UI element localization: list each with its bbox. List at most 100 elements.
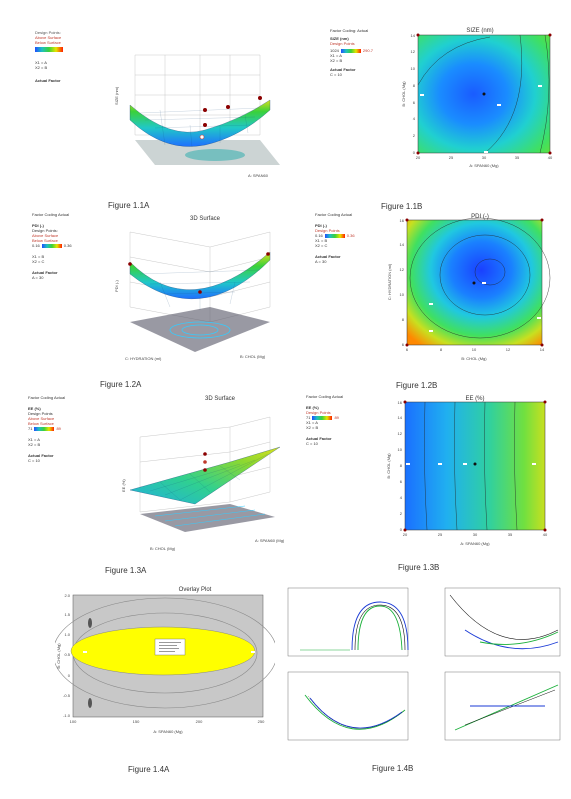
fig13b-ytick: 4 [400,495,403,500]
fig11b-xtick: 25 [449,155,454,160]
fig13b-xtick: 30 [473,532,478,537]
fig14a-ytick: 1.0 [64,632,70,637]
fig13b-color-bar [312,415,333,420]
fig14b-panel-1 [287,587,409,657]
fig14a-title: Overlay Plot [179,587,212,593]
fig11b-xtick: 35 [515,155,520,160]
fig13b-xtick: 40 [543,532,548,537]
fig12b-xlabel: B: CHOL (Mg) [461,356,487,361]
fig14a-ytick: 2.0 [64,593,70,598]
fig11a-ylabel: SIZE (nm) [114,86,119,105]
fig13a-response: EE (%) [28,406,41,411]
fig12b-yticks: 6 8 10 12 14 16 [400,218,405,347]
caption-fig14a: Figure 1.4A [128,765,170,774]
fig11b-factor-value: C = 10 [330,72,342,77]
fig13a-range-hi: 89 [56,426,61,431]
fig14a-ytick: 0.5 [64,652,70,657]
fig12a-factor-value: A = 30 [32,275,44,280]
fig11b-range-hi: 290.7 [362,48,373,53]
fig13a-range-lo: 71 [28,426,33,431]
caption-fig11a: Figure 1.1A [108,201,150,210]
fig12b-ytick: 16 [400,218,405,223]
fig11b-ylabel: B: CHOL (Mg) [401,81,406,107]
fig12a-response: PDI (-) [32,223,44,228]
fig12a-ylabel: B: CHOL (Mg) [240,354,266,359]
fig12b-color-bar [324,233,345,238]
fig11b-ytick: 8 [413,83,416,88]
fig11b-x2: X2 = B [330,58,343,63]
fig11b-ytick: 2 [413,133,416,138]
caption-fig13b: Figure 1.3B [398,563,440,572]
fig11b-xtick: 20 [416,155,421,160]
fig11a-legend: Design Points: Above Surface Below Surfa… [35,30,95,83]
fig13a-ylabel: A: SPAN60 (Mg) [255,538,285,543]
fig11a-above-surface: Above Surface [35,35,62,40]
fig12b-range-hi: 0.36 [346,233,355,238]
fig13a-title: 3D Surface [205,396,236,402]
fig13b-ytick: 10 [398,447,403,452]
caption-fig12b: Figure 1.2B [396,381,438,390]
caption-fig12a: Figure 1.2A [100,380,142,389]
fig13b-yticks: 0 2 4 6 8 10 12 14 16 [398,400,403,532]
fig11a-design-points: Design Points: [35,30,61,35]
fig13a-x1: X1 = A [28,437,40,442]
fig12a-design-points: Design Points: [32,228,58,233]
fig13a-factor-value: C = 10 [28,458,40,463]
fig12b-xtick: 10 [472,347,477,352]
fig11b-title: SIZE (nm) [466,28,493,34]
fig12b-design-points: Design Points [315,228,340,233]
fig13b-range-lo: 71 [306,415,311,420]
fig13b-ytick: 12 [398,431,403,436]
fig14a-overlay-plot: Overlay Plot 100 150 200 250 -1.0 -0.5 0… [55,587,275,734]
fig14a-ytick: 0 [68,673,71,678]
fig13b-xtick: 25 [438,532,443,537]
fig11b-ytick: 10 [411,66,416,71]
fig12a-title: 3D Surface [190,216,221,222]
fig14a-xtick: 200 [196,719,203,724]
fig11a-3d-surface-plot: SIZE (nm) A: SPAN60 [114,54,280,178]
fig13a-xlabel: B: CHOL (Mg) [150,546,176,551]
fig12a-range-lo: 0.16 [32,243,40,248]
fig14a-xtick: 100 [70,719,77,724]
fig11b-ytick: 0 [413,150,416,155]
fig11b-coding: Factor Coding: Actual [330,28,369,33]
fig12b-range-lo: 0.16 [315,233,323,238]
fig11b-range-lo: 1024 [330,48,339,53]
fig12b-ytick: 8 [402,317,405,322]
fig11b-x1: X1 = A [330,53,342,58]
fig11b-contour-plot: SIZE (nm) 20 25 30 35 40 0 2 4 6 8 10 12… [401,28,553,168]
fig11b-ytick: 14 [411,33,416,38]
fig11b-xticks: 20 25 30 35 40 [416,155,553,160]
fig13b-xlabel: A: SPAN60 (Mg) [460,541,490,546]
fig12a-xlabel: C: HYDRATION (ml) [125,356,162,361]
fig13b-xticks: 20 25 30 35 40 [403,532,548,537]
fig14b-panel-4 [444,671,561,741]
fig12a-color-bar [41,243,62,248]
fig13b-ytick: 16 [398,400,403,405]
fig14a-xtick: 250 [258,719,265,724]
fig13b-response: EE (%) [306,405,319,410]
fig12a-3d-surface-plot: 3D Surface PDI (-) C: HYDRATION (ml) B: … [114,216,271,361]
fig12b-x1: X1 = B [315,238,328,243]
fig11b-xlabel: A: SPAN60 (Mg) [469,163,499,168]
fig11b-response: SIZE (nm) [330,36,349,41]
fig11a-color-bar [35,47,63,52]
fig12b-ytick: 6 [402,342,405,347]
fig12b-ytick: 10 [400,292,405,297]
fig12b-xticks: 6 8 10 12 14 [406,347,545,352]
caption-fig13a: Figure 1.3A [105,566,147,575]
fig13a-actual-factor: Actual Factor [28,453,54,458]
fig14a-xticks: 100 150 200 250 [70,719,265,724]
fig11b-ytick: 6 [413,100,416,105]
fig13b-factor-value: C = 10 [306,441,318,446]
fig11b-yticks: 0 2 4 6 8 10 12 14 [411,33,416,155]
fig12b-xtick: 12 [506,347,511,352]
fig11a-actual-factor: Actual Factor [35,78,61,83]
fig12b-response: PDI (-) [315,223,327,228]
fig12b-contour-plot: PDI (-) 6 8 10 12 14 6 8 10 12 14 16 B: … [387,214,551,361]
fig14a-xlabel: A: SPAN60 (Mg) [153,729,183,734]
fig13b-design-points: Design Points [306,410,331,415]
fig11b-actual-factor: Actual Factor [330,67,356,72]
fig12b-xtick: 6 [406,347,409,352]
fig13b-actual-factor: Actual Factor [306,436,332,441]
